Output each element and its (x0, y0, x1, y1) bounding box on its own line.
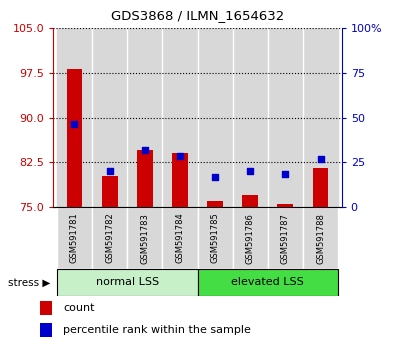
Bar (57, 28, 92, 207)
Bar (92, 207, 127, 269)
Bar (66, 69, 82, 207)
Text: GSM591787: GSM591787 (281, 213, 290, 263)
Bar (233, 28, 268, 207)
Bar (57, 269, 198, 296)
Bar (207, 201, 223, 207)
Text: GSM591784: GSM591784 (175, 213, 184, 263)
Bar (278, 204, 293, 207)
Text: GSM591781: GSM591781 (70, 213, 79, 263)
Point (212, 175, 218, 180)
Text: GSM591782: GSM591782 (105, 213, 114, 263)
Bar (233, 207, 268, 269)
Bar (198, 269, 338, 296)
Text: elevated LSS: elevated LSS (231, 277, 304, 287)
Bar (268, 207, 303, 269)
Bar (243, 195, 258, 207)
Bar (313, 169, 329, 207)
Bar (137, 150, 152, 207)
Bar (57, 207, 92, 269)
Bar (303, 28, 338, 207)
Bar (268, 28, 303, 207)
Text: GSM591783: GSM591783 (140, 213, 149, 263)
Bar (303, 207, 338, 269)
Point (106, 169, 113, 174)
Text: normal LSS: normal LSS (96, 277, 159, 287)
Bar (127, 207, 162, 269)
Point (247, 169, 254, 174)
Bar (40, 323, 52, 337)
Text: GSM591785: GSM591785 (211, 213, 220, 263)
Bar (172, 154, 188, 207)
Bar (40, 301, 52, 315)
Bar (198, 28, 233, 207)
Text: GDS3868 / ILMN_1654632: GDS3868 / ILMN_1654632 (111, 9, 284, 22)
Bar (162, 207, 198, 269)
Point (71, 121, 77, 126)
Bar (198, 207, 233, 269)
Point (282, 171, 289, 177)
Text: count: count (63, 303, 94, 313)
Bar (102, 176, 117, 207)
Point (318, 156, 324, 162)
Text: GSM591786: GSM591786 (246, 213, 255, 263)
Text: stress ▶: stress ▶ (8, 277, 51, 287)
Text: percentile rank within the sample: percentile rank within the sample (63, 325, 251, 335)
Text: GSM591788: GSM591788 (316, 213, 325, 263)
Bar (127, 28, 162, 207)
Bar (92, 28, 127, 207)
Point (177, 154, 183, 159)
Point (141, 148, 148, 153)
Bar (162, 28, 198, 207)
